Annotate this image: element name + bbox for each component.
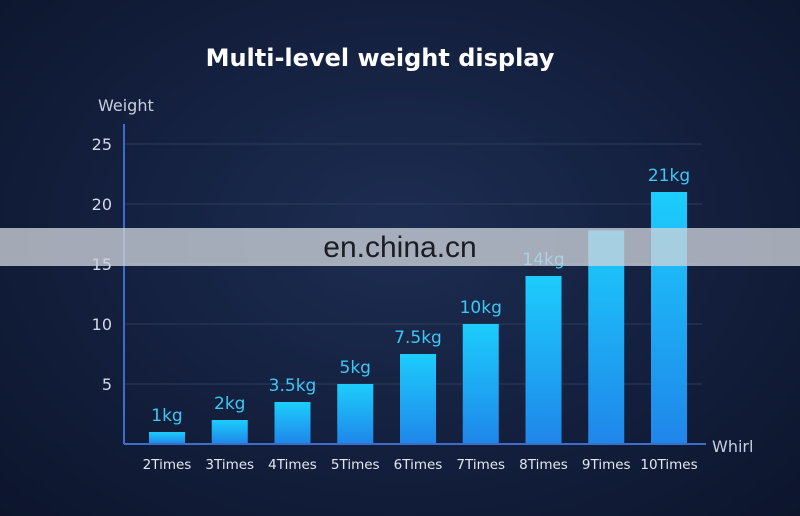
x-tick-labels: 2Times 3Times 4Times 5Times 6Times 7Times 8Tim… — [143, 457, 698, 473]
data-label: 2kg — [214, 394, 245, 414]
x-tick-label: 9Times — [582, 457, 631, 473]
watermark-banner: en.china.cn — [0, 228, 800, 266]
watermark-text: en.china.cn — [323, 231, 477, 264]
x-tick-label: 7Times — [456, 457, 505, 473]
bar-4Times — [274, 402, 311, 444]
data-label: 21kg — [648, 166, 690, 186]
bar-3Times — [211, 420, 248, 444]
data-label: 3.5kg — [269, 376, 317, 396]
y-tick-label: 5 — [102, 375, 112, 394]
x-tick-label: 8Times — [519, 457, 568, 473]
bar-9Times — [588, 230, 625, 444]
bar-5Times — [337, 384, 374, 444]
bar-6Times — [400, 354, 436, 444]
x-tick-label: 2Times — [143, 457, 192, 473]
x-tick-label: 4Times — [268, 457, 317, 473]
x-tick-label: 6Times — [394, 457, 443, 473]
bar-2Times — [149, 432, 185, 444]
x-axis-label: Whirl — [712, 437, 754, 456]
data-label: 1kg — [151, 406, 182, 426]
chart-title: Multi-level weight display — [205, 44, 555, 72]
data-label: 5kg — [340, 358, 371, 378]
y-axis-label: Weight — [98, 96, 154, 115]
data-label: 10kg — [460, 298, 502, 318]
y-tick-label: 10 — [92, 315, 112, 334]
y-tick-label: 20 — [92, 195, 112, 214]
bar-7Times — [462, 324, 499, 444]
data-label: 7.5kg — [394, 328, 442, 348]
x-tick-label: 3Times — [205, 457, 254, 473]
x-tick-label: 10Times — [640, 457, 697, 473]
x-tick-label: 5Times — [331, 457, 380, 473]
y-tick-label: 25 — [92, 135, 112, 154]
bar-8Times — [525, 276, 562, 444]
